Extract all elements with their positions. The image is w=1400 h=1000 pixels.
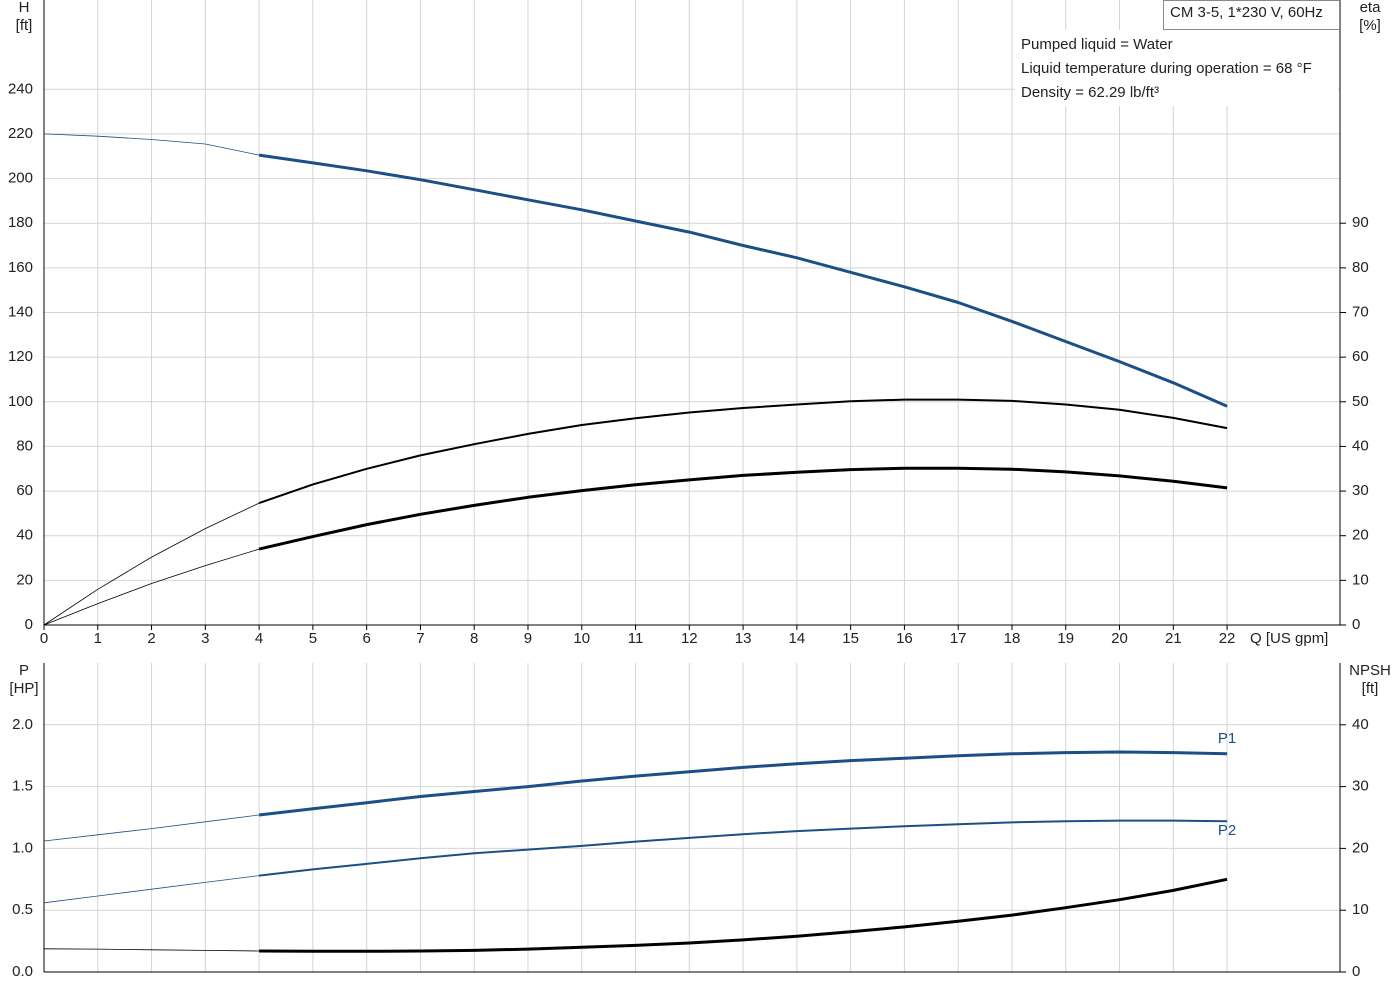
series-label: P1 [1218,730,1236,747]
annotation: Pumped liquid = Water [1021,36,1173,53]
x-tick-label: 9 [524,630,532,647]
y-tick-label: 0.0 [12,963,33,980]
y-tick-label: 200 [8,170,33,187]
y-tick-label: 240 [8,80,33,97]
x-tick-label: 4 [255,630,263,647]
series-label: P2 [1218,822,1236,839]
title-box [1163,0,1340,30]
x-tick-label: 2 [147,630,155,647]
curve [258,153,1228,408]
x-tick-label: 11 [628,630,644,647]
y2-tick-label: 40 [1352,716,1369,733]
curve [258,819,1228,877]
x-tick-label: 7 [416,630,424,647]
y2-tick-label: 10 [1352,571,1369,588]
x-tick-label: 5 [309,630,317,647]
y2-axis-label: eta [1360,0,1382,16]
y-axis-label: [HP] [9,680,38,697]
y-tick-label: 180 [8,214,33,231]
curve [259,877,1228,953]
x-tick-label: 15 [842,630,859,647]
x-tick-label: 19 [1057,630,1074,647]
y-tick-label: 40 [16,527,33,544]
curve [258,750,1228,817]
y2-tick-label: 10 [1352,901,1369,918]
y-tick-label: 20 [16,571,33,588]
y2-tick-label: 90 [1352,214,1369,231]
y2-tick-label: 0 [1352,963,1360,980]
curve-extrapolated [43,133,260,156]
y-tick-label: 2.0 [12,716,33,733]
y2-tick-label: 70 [1352,303,1369,320]
y-axis-label: P [19,662,29,679]
curve [258,466,1228,551]
chart-title: CM 3-5, 1*230 V, 60Hz [1170,4,1323,21]
y2-axis-label: [%] [1359,17,1381,34]
x-tick-label: 20 [1111,630,1128,647]
y2-tick-label: 80 [1352,259,1369,276]
annotation: Density = 62.29 lb/ft³ [1021,84,1159,101]
y2-tick-label: 30 [1352,482,1369,499]
y-tick-label: 1.0 [12,839,33,856]
x-tick-label: 16 [896,630,913,647]
curve-extrapolated [43,814,260,842]
x-tick-label: 14 [789,630,806,647]
x-tick-label: 12 [681,630,698,647]
x-tick-label: 21 [1165,630,1182,647]
y2-tick-label: 50 [1352,393,1369,410]
y2-axis-label: NPSH [1349,662,1391,679]
curve-extrapolated [43,948,260,952]
y-tick-label: 80 [16,437,33,454]
y-tick-label: 220 [8,125,33,142]
y-tick-label: 1.5 [12,778,33,795]
y-tick-label: 0.5 [12,901,33,918]
y2-tick-label: 20 [1352,527,1369,544]
x-tick-label: 3 [201,630,209,647]
y-tick-label: 140 [8,303,33,320]
x-tick-label: 6 [362,630,370,647]
y-axis-label: H [19,0,30,16]
x-tick-label: 13 [735,630,752,647]
y2-axis-label: [ft] [1362,680,1379,697]
y2-tick-label: 20 [1352,839,1369,856]
y-tick-label: 120 [8,348,33,365]
y-tick-label: 0 [25,616,33,633]
y-tick-label: 60 [16,482,33,499]
annotation: Liquid temperature during operation = 68… [1021,60,1312,77]
y-axis-label: [ft] [16,17,33,34]
x-tick-label: 8 [470,630,478,647]
x-tick-label: 10 [573,630,590,647]
curve-extrapolated [43,548,260,626]
x-tick-label: 18 [1004,630,1021,647]
info-background [1015,30,1338,106]
curve [258,398,1228,505]
x-tick-label: 1 [94,630,102,647]
y2-tick-label: 0 [1352,616,1360,633]
curve-extrapolated [43,502,260,626]
y2-tick-label: 40 [1352,437,1369,454]
x-tick-label: 22 [1219,630,1236,647]
x-tick-label: 17 [950,630,967,647]
y2-tick-label: 60 [1352,348,1369,365]
y-tick-label: 100 [8,393,33,410]
curve-extrapolated [43,875,260,904]
y-tick-label: 160 [8,259,33,276]
x-tick-label: 0 [40,630,48,647]
x-axis-label: Q [US gpm] [1250,630,1328,647]
y2-tick-label: 30 [1352,778,1369,795]
